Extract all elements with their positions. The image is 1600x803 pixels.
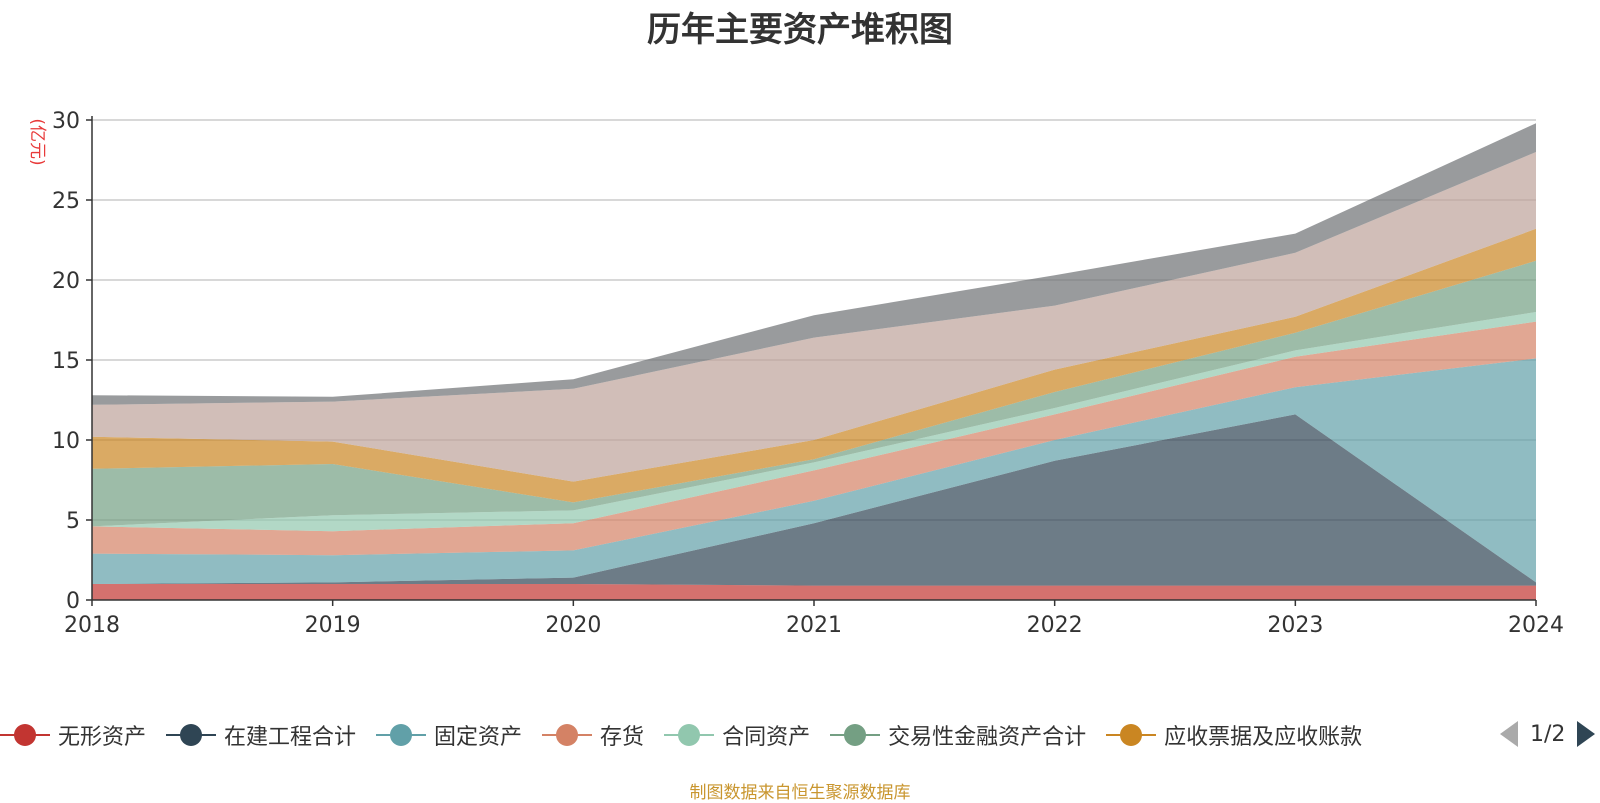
legend-marker-icon <box>830 724 881 746</box>
legend-item-5[interactable]: 交易性金融资产合计 <box>830 719 1086 751</box>
legend-label: 应收票据及应收账款 <box>1164 725 1363 750</box>
area-series-2[interactable] <box>92 358 1536 584</box>
x-tick-label: 2023 <box>1267 613 1323 638</box>
legend-marker-icon <box>376 724 427 746</box>
legend-marker-icon <box>166 724 217 746</box>
legend-item-2[interactable]: 固定资产 <box>376 719 522 751</box>
y-tick-label: 30 <box>52 109 80 134</box>
legend-next-icon[interactable] <box>1575 719 1597 749</box>
axes: 0 5 10 15 20 25 30 2018 2019 2020 2021 2022 2023 2024 <box>52 109 1564 638</box>
y-tick-label: 0 <box>66 589 80 614</box>
area-series-5[interactable] <box>92 260 1536 527</box>
legend-label: 合同资产 <box>722 725 811 750</box>
x-tick-label: 2021 <box>786 613 842 638</box>
legend-pager: 1/2 <box>1498 716 1597 752</box>
area-series-1[interactable] <box>92 414 1536 586</box>
legend-label: 固定资产 <box>434 725 523 750</box>
legend-label: 无形资产 <box>58 725 147 750</box>
legend-marker-icon <box>542 724 593 746</box>
legend-label: 在建工程合计 <box>224 725 357 750</box>
area-series-3[interactable] <box>92 321 1536 556</box>
y-tick-label: 25 <box>52 189 80 214</box>
area-series-6[interactable] <box>92 228 1536 503</box>
y-axis-unit-label: (亿元) <box>27 118 47 165</box>
legend-item-6[interactable]: 应收票据及应收账款 <box>1106 719 1362 751</box>
legend-item-3[interactable]: 存货 <box>542 719 644 751</box>
legend-prev-icon[interactable] <box>1498 719 1520 749</box>
legend: 无形资产 在建工程合计 固定资产 存货 合同资产 交易性金融资产合计 应收票据及应收账款 <box>0 715 1382 755</box>
chart-title: 历年主要资产堆积图 <box>647 10 953 50</box>
legend-item-0[interactable]: 无形资产 <box>0 719 146 751</box>
legend-marker-icon <box>0 724 50 746</box>
y-tick-label: 5 <box>66 509 80 534</box>
legend-marker-icon <box>664 724 715 746</box>
x-tick-label: 2022 <box>1027 613 1083 638</box>
stacked-areas <box>92 123 1536 600</box>
y-tick-label: 10 <box>52 429 80 454</box>
y-tick-label: 20 <box>52 269 80 294</box>
area-series-7[interactable] <box>92 152 1536 482</box>
x-tick-label: 2024 <box>1508 613 1564 638</box>
x-tick-label: 2020 <box>545 613 601 638</box>
x-tick-label: 2019 <box>305 613 361 638</box>
data-source-note: 制图数据来自恒生聚源数据库 <box>689 783 911 803</box>
x-tick-label: 2018 <box>64 613 120 638</box>
legend-item-4[interactable]: 合同资产 <box>664 719 810 751</box>
legend-marker-icon <box>1106 724 1157 746</box>
legend-label: 交易性金融资产合计 <box>888 725 1087 750</box>
legend-page-indicator: 1/2 <box>1530 721 1566 747</box>
legend-item-1[interactable]: 在建工程合计 <box>166 719 356 751</box>
y-tick-label: 15 <box>52 349 80 374</box>
legend-label: 存货 <box>600 725 645 750</box>
area-series-0[interactable] <box>92 584 1536 600</box>
